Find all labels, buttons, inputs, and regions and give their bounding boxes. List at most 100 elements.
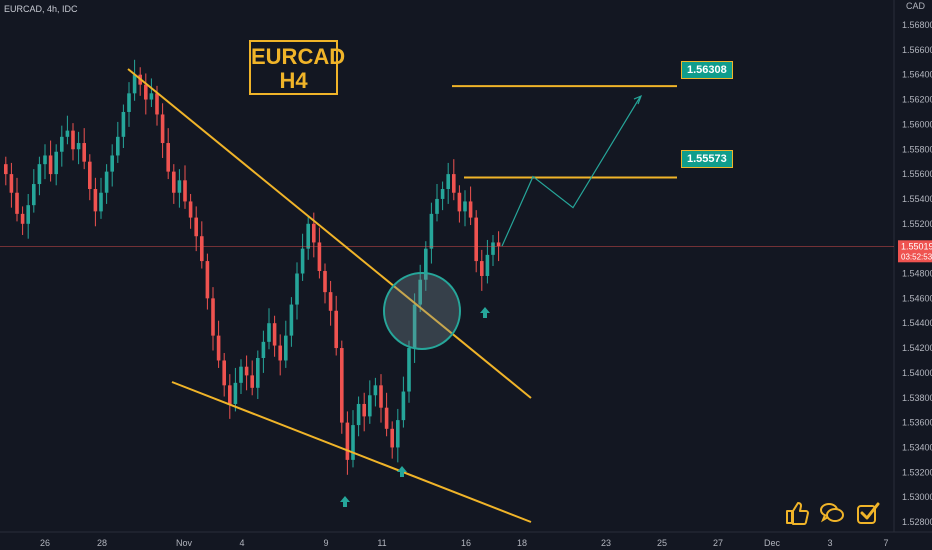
candle-body-38 (216, 335, 221, 361)
candle-body-77 (435, 198, 439, 214)
candle-body-58 (328, 292, 333, 311)
candle-body-87 (491, 242, 495, 255)
thumbs-up-icon[interactable] (783, 500, 809, 526)
x-tick-13: 7 (883, 538, 888, 548)
trendlines-group (0, 68, 894, 523)
candle-body-10 (60, 136, 64, 152)
symbol-header: EURCAD, 4h, IDC (4, 4, 78, 14)
candle-body-47 (267, 323, 271, 342)
x-tick-0: 26 (40, 538, 50, 548)
candles-group (4, 59, 501, 475)
candle-body-62 (351, 425, 355, 460)
candle-body-16 (93, 189, 98, 212)
candle-body-26 (149, 93, 154, 100)
x-tick-2: Nov (176, 538, 193, 548)
y-tick-8: 1.55200 (902, 219, 932, 229)
candle-body-71 (401, 391, 406, 421)
y-tick-17: 1.53400 (902, 442, 932, 452)
arrow-up-3 (480, 307, 490, 318)
candle-body-34 (194, 217, 198, 237)
candle-body-59 (334, 310, 338, 349)
candle-body-8 (48, 155, 53, 175)
y-tick-10: 1.54800 (902, 269, 932, 279)
upper-trendline (127, 68, 532, 399)
title-timeframe: H4 (279, 68, 308, 93)
candle-body-14 (82, 143, 86, 162)
candle-body-25 (144, 84, 148, 100)
y-tick-18: 1.53200 (902, 467, 932, 477)
y-tick-11: 1.54600 (902, 293, 932, 303)
candle-body-55 (312, 223, 316, 243)
candle-body-4 (26, 205, 30, 224)
time-axis: 26 28 Nov 4 9 11 16 18 23 25 27 Dec 3 7 (40, 538, 889, 548)
y-tick-4: 1.56000 (902, 119, 932, 129)
candle-body-79 (446, 174, 450, 190)
y-tick-15: 1.53800 (902, 393, 932, 403)
candle-body-63 (356, 403, 361, 426)
candle-body-9 (54, 151, 58, 175)
y-tick-5: 1.55800 (902, 144, 932, 154)
candle-body-85 (480, 261, 484, 276)
projection-path (501, 96, 641, 247)
candle-body-18 (104, 171, 109, 193)
y-tick-13: 1.54200 (902, 343, 932, 353)
candle-body-31 (177, 180, 182, 193)
price-axis: 1.56800 1.56600 1.56400 1.56200 1.56000 1.558… (898, 1, 932, 527)
candle-body-39 (222, 360, 226, 386)
candle-body-78 (440, 189, 445, 199)
candle-body-66 (373, 385, 378, 396)
candle-body-7 (43, 155, 47, 165)
candle-body-23 (132, 74, 137, 94)
title-symbol: EURCAD (251, 44, 346, 69)
candle-body-52 (295, 273, 299, 305)
candle-body-33 (188, 201, 193, 218)
candle-body-12 (71, 130, 75, 150)
candle-body-57 (323, 271, 327, 293)
candle-body-49 (278, 345, 282, 361)
currency-label: CAD (906, 1, 926, 11)
candle-body-86 (485, 254, 490, 276)
x-tick-3: 4 (239, 538, 244, 548)
candle-body-35 (200, 236, 204, 262)
current-price-value: 1.55019 (901, 241, 932, 251)
breakout-circle (383, 272, 461, 350)
lower-trendline (171, 381, 532, 523)
candle-body-37 (211, 298, 215, 336)
x-tick-9: 25 (657, 538, 667, 548)
candle-body-50 (284, 335, 288, 361)
x-tick-1: 28 (97, 538, 107, 548)
title-box: EURCAD H4 (249, 40, 346, 95)
candle-body-48 (272, 323, 277, 346)
y-tick-19: 1.53000 (902, 492, 932, 502)
x-tick-12: 3 (827, 538, 832, 548)
checkbox-icon[interactable] (855, 500, 881, 526)
candle-body-81 (457, 192, 462, 212)
candle-body-76 (429, 213, 434, 249)
y-tick-20: 1.52800 (902, 517, 932, 527)
x-tick-4: 9 (323, 538, 328, 548)
candle-body-82 (463, 201, 467, 212)
candle-body-60 (340, 348, 344, 423)
candle-body-13 (76, 143, 81, 150)
candle-body-41 (233, 382, 238, 404)
candle-body-68 (384, 407, 389, 429)
candle-body-80 (452, 174, 456, 193)
candle-body-19 (110, 155, 114, 172)
candle-body-40 (228, 385, 232, 404)
candle-body-43 (244, 366, 249, 376)
candle-body-15 (88, 161, 92, 190)
candle-body-42 (239, 366, 243, 383)
candle-body-56 (317, 242, 322, 272)
action-icons (783, 500, 881, 526)
y-tick-6: 1.55600 (902, 169, 932, 179)
candle-body-3 (20, 213, 25, 224)
level-label-1.56308: 1.56308 (681, 61, 733, 79)
chat-bubbles-icon[interactable] (819, 500, 845, 526)
candle-body-36 (205, 261, 210, 299)
y-tick-2: 1.56400 (902, 70, 932, 80)
markers-group (340, 272, 490, 507)
candle-body-30 (172, 171, 176, 193)
y-tick-7: 1.55400 (902, 194, 932, 204)
y-tick-12: 1.54400 (902, 318, 932, 328)
